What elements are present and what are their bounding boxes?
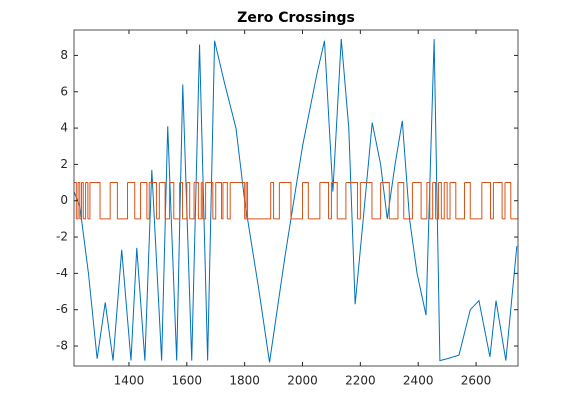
- y-tick-label: 8: [60, 48, 68, 62]
- step-segment: [435, 182, 439, 220]
- y-tick-label: -2: [56, 230, 68, 244]
- step-segment: [290, 182, 304, 220]
- step-segment: [328, 182, 332, 220]
- step-segment: [79, 182, 83, 220]
- step-segment: [345, 182, 358, 219]
- step-segment: [159, 182, 166, 219]
- step-segment: [221, 182, 224, 220]
- step-segment: [270, 182, 275, 219]
- step-segment: [215, 182, 223, 219]
- step-segment: [117, 182, 129, 220]
- step-segment: [173, 182, 181, 220]
- x-tick-label: 1400: [114, 374, 145, 388]
- step-segment: [81, 182, 84, 219]
- y-tick-label: 6: [60, 84, 68, 98]
- y-tick-label: -8: [56, 339, 68, 353]
- step-segment: [198, 182, 202, 220]
- step-segment: [89, 182, 101, 219]
- step-segment: [371, 182, 382, 220]
- step-segment: [201, 182, 204, 219]
- step-segment: [450, 182, 457, 219]
- step-segment: [230, 182, 246, 219]
- step-segment: [244, 182, 247, 220]
- step-segment: [438, 182, 442, 219]
- step-segment: [397, 182, 405, 219]
- step-segment: [194, 182, 199, 219]
- step-segment: [273, 182, 280, 220]
- x-tick-label: 2200: [345, 374, 376, 388]
- step-segment: [165, 182, 170, 220]
- step-segment: [493, 182, 503, 219]
- step-segment: [83, 182, 87, 220]
- step-segment: [134, 182, 142, 220]
- step-segment: [357, 182, 361, 220]
- step-segment: [87, 182, 91, 220]
- step-segment: [212, 182, 217, 220]
- step-segment: [421, 182, 428, 220]
- step-segment: [186, 182, 191, 219]
- x-tick-label: 2000: [287, 374, 318, 388]
- step-segment: [149, 182, 157, 219]
- step-segment: [76, 182, 79, 220]
- step-segment: [380, 182, 390, 219]
- step-segment: [481, 182, 492, 219]
- step-segment: [331, 182, 338, 219]
- step-segment: [156, 182, 160, 220]
- step-segment: [110, 182, 118, 219]
- step-segment: [74, 182, 77, 219]
- step-segment: [360, 182, 373, 219]
- y-tick-label: 2: [60, 157, 68, 171]
- step-segment: [319, 182, 330, 219]
- step-segment: [100, 182, 111, 220]
- step-segment: [127, 182, 136, 219]
- step-segment: [85, 182, 89, 219]
- step-segment: [470, 182, 483, 220]
- axes-box: [73, 29, 519, 367]
- step-segment: [179, 182, 183, 219]
- step-segment: [441, 182, 445, 220]
- step-segment: [169, 182, 175, 219]
- step-segment: [302, 182, 309, 219]
- step-segment: [140, 182, 148, 219]
- step-segment: [432, 182, 437, 219]
- step-segment: [246, 182, 249, 219]
- step-segment: [308, 182, 321, 220]
- step-segment: [504, 182, 512, 219]
- x-tick-label: 2400: [403, 374, 434, 388]
- step-segment: [146, 182, 150, 220]
- step-segment: [189, 182, 195, 220]
- step-segment: [447, 182, 451, 220]
- x-tick-label: 1800: [229, 374, 260, 388]
- step-segment: [429, 182, 434, 220]
- y-tick-label: 0: [60, 193, 68, 207]
- x-tick-label: 1600: [172, 374, 203, 388]
- step-segment: [455, 182, 465, 220]
- step-segment: [464, 182, 471, 219]
- y-tick-label: -6: [56, 302, 68, 316]
- chart-title: Zero Crossings: [237, 10, 355, 26]
- step-segment: [490, 182, 494, 220]
- step-segment: [444, 182, 448, 219]
- y-tick-label: -4: [56, 266, 68, 280]
- step-segment: [412, 182, 422, 219]
- step-segment: [502, 182, 506, 220]
- step-segment: [205, 182, 214, 219]
- step-segment: [202, 182, 207, 220]
- step-segment: [227, 182, 231, 220]
- step-segment: [182, 182, 188, 220]
- step-segment: [389, 182, 399, 220]
- line: [74, 39, 518, 363]
- step-segment: [78, 182, 81, 219]
- step-segment: [337, 182, 347, 220]
- step-segment: [510, 182, 518, 220]
- x-tick-label: 2600: [461, 374, 492, 388]
- step-segment: [403, 182, 413, 220]
- step-segment: [279, 182, 292, 219]
- step-segment: [426, 182, 431, 219]
- step-segment: [247, 182, 272, 220]
- step-segment: [222, 182, 228, 219]
- y-tick-label: 4: [60, 121, 68, 135]
